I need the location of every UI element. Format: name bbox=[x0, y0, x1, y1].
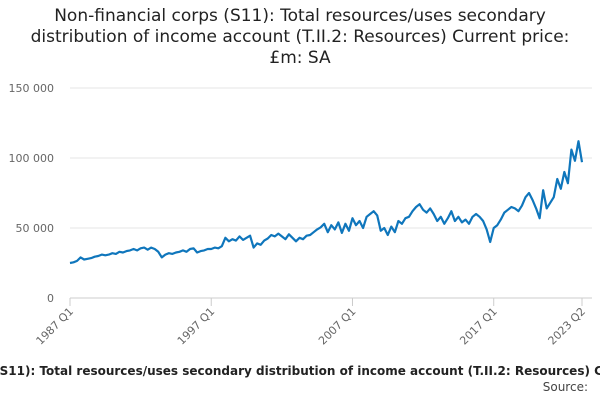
caption: Non-financial corps (S11): Total resourc… bbox=[0, 364, 600, 378]
x-tick-label: 1987 Q1 bbox=[34, 305, 77, 348]
x-tick-label: 2007 Q1 bbox=[316, 305, 359, 348]
data-line bbox=[69, 140, 584, 265]
source: Source: bbox=[542, 380, 588, 394]
y-tick-label: 150 000 bbox=[9, 82, 55, 95]
y-tick-label: 100 000 bbox=[9, 152, 55, 165]
chart-title: Non-financial corps (S11): Total resourc… bbox=[30, 6, 570, 68]
x-tick-label: 2017 Q1 bbox=[457, 305, 500, 348]
x-tick-label: 2023 Q2 bbox=[546, 305, 589, 348]
y-tick-label: 50 000 bbox=[16, 222, 55, 235]
x-tick-label: 1997 Q1 bbox=[175, 305, 218, 348]
y-tick-label: 0 bbox=[47, 292, 54, 305]
